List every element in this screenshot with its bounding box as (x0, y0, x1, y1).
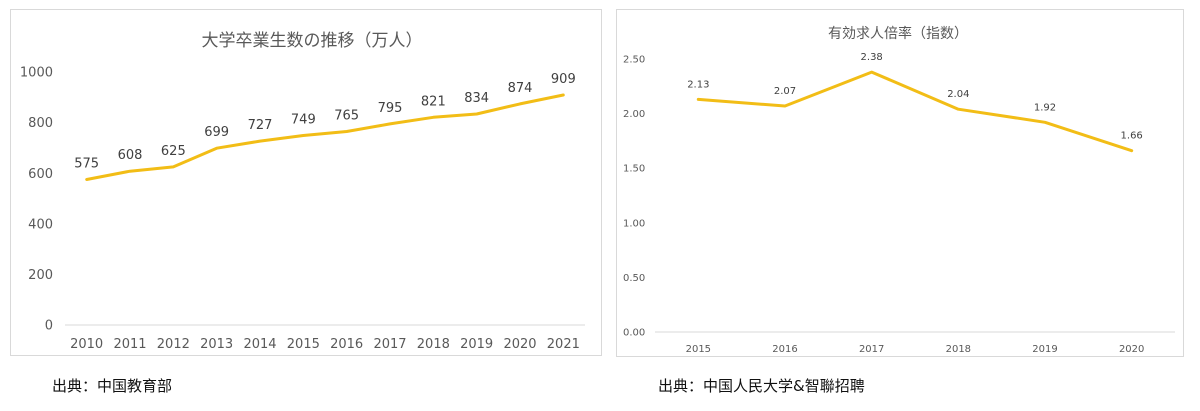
job-ratio-data-label: 2.07 (774, 86, 796, 97)
graduates-chart-title: 大学卒業生数の推移（万人） (202, 31, 423, 51)
graduates-x-tick-label: 2015 (287, 337, 320, 352)
graduates-data-label: 749 (291, 113, 316, 128)
graduates-x-tick-label: 2010 (70, 337, 103, 352)
job-ratio-x-tick-label: 2015 (686, 344, 711, 355)
graduates-y-tick-label: 0 (45, 319, 53, 334)
job-ratio-x-tick-label: 2017 (859, 344, 884, 355)
graduates-data-label: 608 (118, 148, 143, 163)
graduates-y-tick-label: 200 (28, 268, 53, 283)
job-ratio-series-line (696, 70, 1134, 153)
job-ratio-y-tick-label: 2.50 (623, 55, 645, 66)
graduates-data-label: 625 (161, 144, 186, 159)
chart-panel-job-ratio: 有効求人倍率（指数） 0.00 0.50 1.00 1.50 2.00 2.50 2015 20… (616, 9, 1184, 357)
graduates-data-label: 821 (421, 94, 446, 109)
job-ratio-chart-title: 有効求人倍率（指数） (828, 25, 968, 42)
graduates-y-tick-label: 400 (28, 217, 53, 232)
graduates-x-tick-label: 2021 (547, 337, 580, 352)
graduates-line-chart: 大学卒業生数の推移（万人） 0 200 400 600 800 1000 2010 2011 20… (20, 31, 585, 352)
job-ratio-y-tick-label: 0.50 (623, 273, 645, 284)
graduates-x-tick-label: 2018 (417, 337, 450, 352)
job-ratio-data-label: 1.92 (1034, 102, 1056, 113)
graduates-data-label: 874 (508, 81, 533, 96)
chart-panel-graduates: 大学卒業生数の推移（万人） 0 200 400 600 800 1000 2010 2011 20… (10, 9, 602, 356)
job-ratio-x-tick-label: 2016 (772, 344, 797, 355)
job-ratio-x-tick-label: 2018 (946, 344, 971, 355)
graduates-y-tick-label: 800 (28, 116, 53, 131)
job-ratio-y-tick-label: 0.00 (623, 328, 645, 339)
job-ratio-data-label: 2.04 (947, 89, 969, 100)
job-ratio-data-label: 1.66 (1121, 131, 1143, 142)
graduates-data-label: 909 (551, 72, 576, 87)
job-ratio-x-tick-label: 2019 (1032, 344, 1057, 355)
source-note-left: 出典：中国教育部 (52, 377, 173, 395)
graduates-x-tick-label: 2019 (460, 337, 493, 352)
graduates-data-label: 575 (74, 157, 99, 172)
graduates-x-tick-label: 2020 (503, 337, 536, 352)
graduates-data-label: 765 (334, 108, 359, 123)
graduates-data-label: 795 (378, 101, 403, 116)
job-ratio-y-tick-label: 1.00 (623, 218, 645, 229)
graduates-x-tick-label: 2013 (200, 337, 233, 352)
graduates-y-tick-label: 1000 (20, 66, 53, 81)
job-ratio-x-tick-label: 2020 (1119, 344, 1144, 355)
graduates-x-tick-label: 2014 (243, 337, 276, 352)
graduates-series-line (85, 93, 565, 181)
source-note-right: 出典：中国人民大学&智聯招聘 (658, 377, 865, 395)
job-ratio-data-label: 2.13 (687, 79, 709, 90)
job-ratio-data-label: 2.38 (861, 52, 883, 63)
graduates-y-tick-label: 600 (28, 167, 53, 182)
graduates-data-label: 834 (464, 91, 489, 106)
job-ratio-y-tick-label: 2.00 (623, 109, 645, 120)
graduates-data-label: 699 (204, 125, 229, 140)
graduates-x-tick-label: 2017 (373, 337, 406, 352)
job-openings-ratio-line-chart: 有効求人倍率（指数） 0.00 0.50 1.00 1.50 2.00 2.50 2015 20… (623, 25, 1175, 355)
graduates-x-tick-label: 2016 (330, 337, 363, 352)
job-ratio-y-tick-label: 1.50 (623, 164, 645, 175)
graduates-x-tick-label: 2012 (157, 337, 190, 352)
graduates-data-label: 727 (248, 118, 273, 133)
graduates-x-tick-label: 2011 (113, 337, 146, 352)
